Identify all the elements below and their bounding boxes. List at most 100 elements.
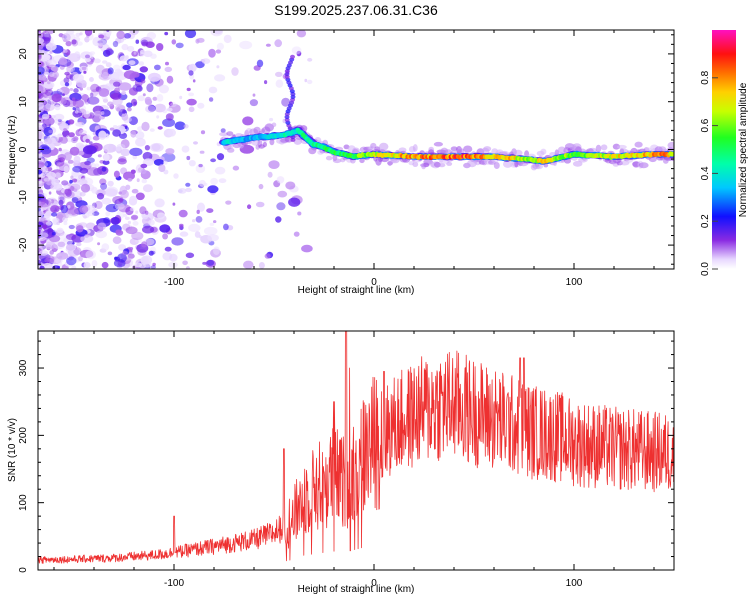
noise-blob: [105, 62, 112, 68]
ridge-halo: [667, 141, 674, 149]
branch-blob: [290, 94, 296, 99]
noise-blob: [264, 80, 268, 85]
noise-blob: [46, 171, 57, 180]
snr-frame: [37, 330, 675, 571]
noise-blob: [142, 93, 146, 97]
noise-blob: [114, 256, 118, 260]
noise-blob: [156, 43, 164, 51]
ridge-halo: [438, 163, 446, 168]
noise-blob: [165, 61, 169, 66]
noise-blob: [38, 235, 41, 239]
noise-blob: [197, 102, 205, 109]
noise-blob: [38, 92, 44, 100]
noise-blob: [56, 252, 69, 260]
y-tick-label: 10: [18, 96, 29, 108]
noise-blob: [134, 262, 143, 268]
noise-blob: [177, 188, 187, 194]
noise-blob: [164, 66, 173, 72]
noise-blob: [38, 48, 45, 55]
noise-blob: [148, 219, 155, 226]
noise-blob: [97, 222, 107, 231]
noise-blob: [210, 158, 217, 163]
noise-blob: [102, 96, 108, 101]
noise-blob: [53, 113, 65, 121]
noise-blob: [207, 185, 219, 194]
noise-blob: [186, 87, 191, 92]
noise-blob: [129, 238, 139, 245]
noise-blob: [293, 231, 300, 237]
noise-blob: [243, 260, 254, 269]
noise-blob: [107, 101, 114, 107]
colorbar-tick-label: 0.8: [700, 70, 711, 84]
noise-blob: [162, 107, 168, 114]
ridge-halo: [387, 160, 392, 167]
noise-blob: [38, 30, 42, 37]
noise-blob: [46, 62, 51, 67]
noise-blob: [216, 153, 225, 161]
noise-blob: [206, 208, 214, 214]
noise-blob: [51, 212, 58, 217]
noise-blob: [115, 38, 122, 44]
noise-blob: [162, 233, 169, 240]
noise-blob: [144, 96, 152, 105]
noise-blob: [58, 147, 62, 152]
noise-blob: [124, 216, 130, 220]
y-tick-label: 100: [18, 494, 29, 511]
noise-blob: [45, 221, 52, 226]
ridge-halo: [226, 131, 234, 137]
noise-blob: [130, 130, 137, 138]
noise-blob: [159, 224, 171, 233]
noise-blob: [249, 99, 258, 107]
noise-blob: [101, 166, 107, 172]
noise-blob: [269, 117, 274, 122]
noise-blob: [79, 32, 83, 36]
branch-blob: [290, 137, 296, 142]
noise-blob: [47, 59, 57, 68]
ridge-halo: [264, 123, 274, 132]
noise-blob: [195, 61, 205, 69]
noise-blob: [93, 168, 103, 176]
noise-blob: [102, 60, 108, 64]
noise-blob: [55, 172, 61, 179]
noise-blob: [72, 107, 76, 111]
noise-blob: [84, 36, 90, 43]
noise-blob: [275, 216, 282, 223]
branch-blob: [284, 117, 290, 122]
noise-blob: [134, 237, 142, 244]
noise-blob: [38, 198, 51, 208]
noise-blob: [216, 65, 220, 69]
noise-blob: [140, 79, 146, 84]
noise-blob: [117, 82, 132, 91]
ridge-halo: [370, 142, 377, 149]
noise-blob: [79, 87, 84, 91]
noise-blob: [170, 102, 177, 108]
noise-blob: [129, 207, 135, 212]
ridge-mark: [670, 151, 674, 157]
noise-blob: [78, 150, 85, 156]
noise-blob: [38, 215, 42, 222]
noise-blob: [64, 71, 70, 76]
noise-blob: [127, 253, 135, 259]
noise-blob: [207, 234, 219, 242]
noise-blob: [75, 122, 82, 127]
noise-blob: [107, 180, 114, 187]
noise-blob: [66, 65, 74, 74]
noise-blob: [185, 182, 191, 187]
noise-blob: [73, 155, 81, 164]
noise-blob: [206, 259, 215, 266]
noise-blob: [147, 72, 161, 82]
noise-blob: [50, 205, 60, 213]
noise-blob: [39, 221, 43, 225]
ridge-halo: [648, 156, 657, 163]
noise-blob: [209, 222, 215, 226]
noise-blob: [139, 52, 145, 57]
noise-blob: [195, 164, 206, 173]
noise-blob: [247, 204, 252, 209]
noise-blob: [54, 158, 65, 167]
noise-blob: [89, 51, 96, 55]
noise-blob: [301, 244, 313, 253]
noise-blob: [38, 250, 49, 256]
noise-blob: [96, 192, 105, 200]
noise-blob: [41, 123, 47, 129]
noise-blob: [74, 51, 80, 58]
